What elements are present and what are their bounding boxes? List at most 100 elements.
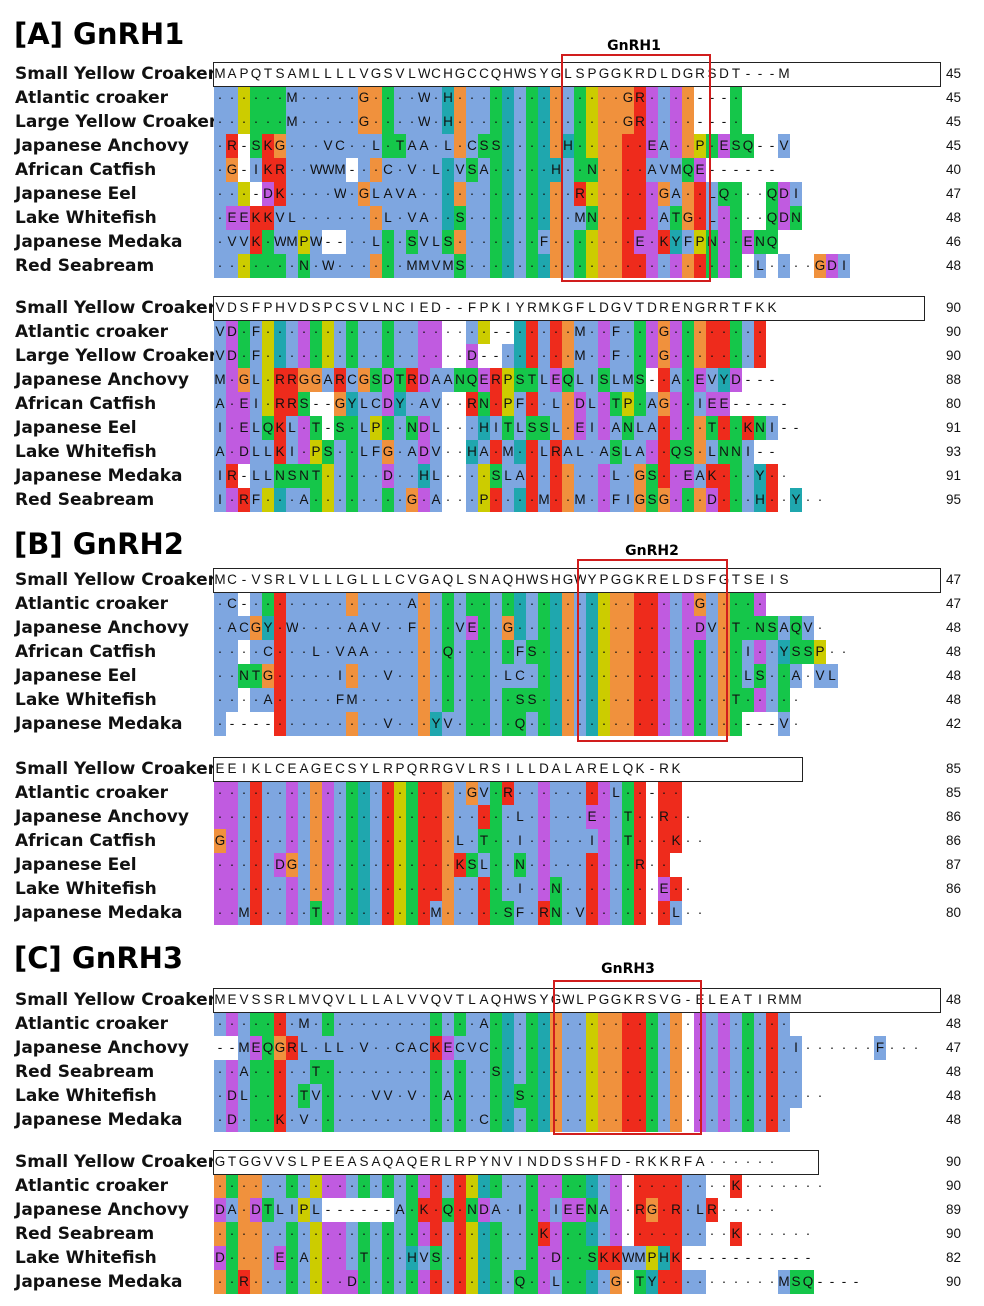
residue: · xyxy=(514,110,526,134)
residue: G xyxy=(334,392,346,416)
residue: · xyxy=(346,1012,358,1036)
residue: · xyxy=(682,392,694,416)
residue: N xyxy=(586,158,598,182)
residue: · xyxy=(298,853,310,877)
residue: · xyxy=(442,320,454,344)
residue: · xyxy=(718,1084,730,1108)
residue: · xyxy=(718,230,730,254)
residue: · xyxy=(490,254,502,278)
residue: · xyxy=(358,230,370,254)
residue: · xyxy=(658,1012,670,1036)
residue: A xyxy=(382,988,394,1012)
residue: · xyxy=(586,1012,598,1036)
residue: · xyxy=(754,1108,766,1132)
residue: Q xyxy=(670,440,682,464)
residue: F xyxy=(370,440,382,464)
residue: A xyxy=(430,488,442,512)
panel-c-title: [C] GnRH3 xyxy=(14,941,184,975)
residue: A xyxy=(646,392,658,416)
residue: · xyxy=(298,206,310,230)
residue: · xyxy=(214,712,226,736)
residue: · xyxy=(406,901,418,925)
residue: - xyxy=(766,440,778,464)
residue: - xyxy=(646,368,658,392)
residue: · xyxy=(682,1108,694,1132)
residue: · xyxy=(682,86,694,110)
residue: · xyxy=(538,464,550,488)
residue: · xyxy=(226,1012,238,1036)
species-label: Japanese Eel xyxy=(15,184,137,204)
residue: · xyxy=(586,712,598,736)
residue: · xyxy=(622,664,634,688)
residue: R xyxy=(694,62,706,86)
residue: · xyxy=(322,592,334,616)
residue: · xyxy=(550,230,562,254)
residue-count: 90 xyxy=(946,1178,962,1193)
residue: · xyxy=(502,877,514,901)
residue: · xyxy=(418,712,430,736)
residue: · xyxy=(598,320,610,344)
residue: · xyxy=(226,640,238,664)
residue: V xyxy=(406,568,418,592)
residue: · xyxy=(538,206,550,230)
residue: · xyxy=(334,805,346,829)
residue: · xyxy=(742,616,754,640)
residue: C xyxy=(478,1036,490,1060)
residue: · xyxy=(370,664,382,688)
residue: · xyxy=(214,781,226,805)
residue: · xyxy=(778,688,790,712)
residue: · xyxy=(262,1174,274,1198)
residue: · xyxy=(478,1270,490,1294)
residue: A xyxy=(442,368,454,392)
residue: · xyxy=(514,320,526,344)
residue: · xyxy=(598,158,610,182)
residue: N xyxy=(730,440,742,464)
residue: - xyxy=(766,392,778,416)
residue: D xyxy=(238,440,250,464)
species-label: Small Yellow Croaker xyxy=(15,1152,217,1172)
residue: R xyxy=(574,182,586,206)
residue: A xyxy=(478,440,490,464)
residue: A xyxy=(670,368,682,392)
residue: · xyxy=(358,853,370,877)
residue: · xyxy=(562,320,574,344)
residue: · xyxy=(670,416,682,440)
residue: · xyxy=(730,592,742,616)
residue: · xyxy=(598,392,610,416)
residue: · xyxy=(478,805,490,829)
residue: · xyxy=(430,829,442,853)
residue: · xyxy=(718,254,730,278)
residue: S xyxy=(346,757,358,781)
residue: L xyxy=(514,805,526,829)
residue: C xyxy=(274,757,286,781)
residue: · xyxy=(466,1084,478,1108)
residue: · xyxy=(706,1270,718,1294)
residue: · xyxy=(754,1036,766,1060)
panel-c-block-1-reference-frame xyxy=(213,988,941,1013)
residue: · xyxy=(514,158,526,182)
residue: T xyxy=(310,901,322,925)
residue: M xyxy=(778,1270,790,1294)
residue: A xyxy=(298,1246,310,1270)
residue: P xyxy=(586,988,598,1012)
residue: M xyxy=(574,206,586,230)
residue: · xyxy=(250,829,262,853)
residue: · xyxy=(634,781,646,805)
residue: E xyxy=(634,230,646,254)
residue: · xyxy=(766,464,778,488)
species-label: Japanese Anchovy xyxy=(15,618,189,638)
residue: · xyxy=(538,1036,550,1060)
species-label: Large Yellow Croaker xyxy=(15,346,218,366)
residue: · xyxy=(430,688,442,712)
residue-count: 85 xyxy=(946,761,962,776)
residue: · xyxy=(562,853,574,877)
residue: · xyxy=(430,1084,442,1108)
residue: A xyxy=(406,182,418,206)
residue: · xyxy=(562,1012,574,1036)
residue: · xyxy=(538,664,550,688)
residue: · xyxy=(382,254,394,278)
residue: · xyxy=(706,664,718,688)
residue: · xyxy=(742,488,754,512)
